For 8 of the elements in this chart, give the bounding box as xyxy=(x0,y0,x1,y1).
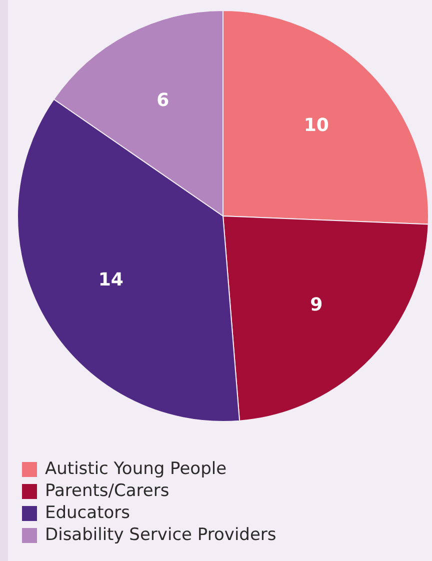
legend-label: Autistic Young People xyxy=(45,459,227,479)
legend-label: Educators xyxy=(45,503,130,523)
data-label: 10 xyxy=(304,114,329,136)
legend-label: Parents/Carers xyxy=(45,481,170,501)
data-label: 14 xyxy=(98,269,124,290)
data-label: 9 xyxy=(310,294,323,316)
legend-label: Disability Service Providers xyxy=(45,525,276,545)
data-label: 6 xyxy=(156,90,170,112)
